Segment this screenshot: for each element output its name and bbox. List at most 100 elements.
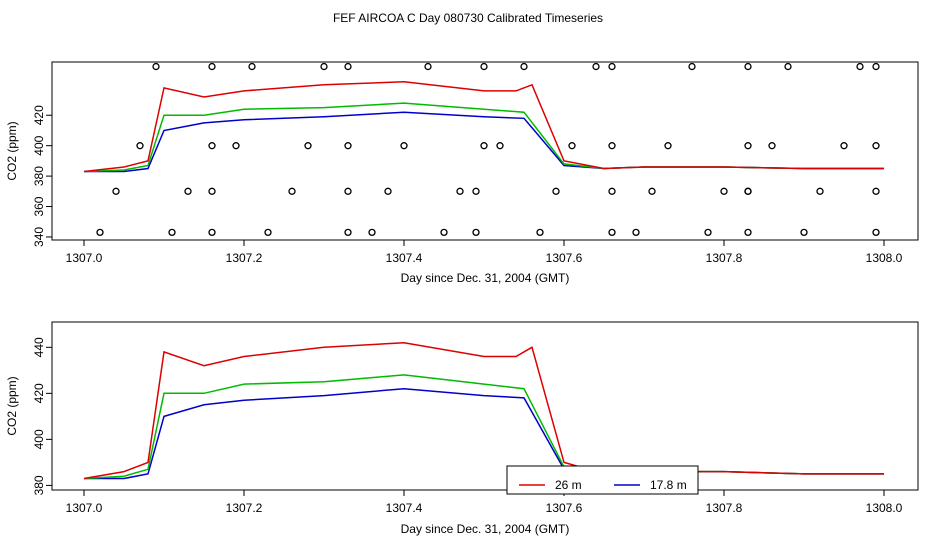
circle-marker — [424, 62, 432, 71]
y-tick-label: 360 — [32, 196, 46, 216]
x-tick-label: 1307.0 — [66, 251, 103, 265]
x-tick-label: 1307.6 — [546, 501, 583, 515]
circle-marker — [232, 142, 240, 150]
y-tick-label: 420 — [32, 105, 46, 125]
top-plot-frame — [51, 61, 919, 241]
circle-marker — [608, 62, 616, 71]
circle-marker — [184, 187, 192, 195]
circle-marker — [800, 228, 808, 237]
circle-marker — [872, 142, 880, 150]
x-tick-label: 1307.8 — [706, 251, 743, 265]
circle-marker — [152, 62, 160, 71]
y-tick-label: 400 — [32, 135, 46, 155]
circle-marker — [208, 142, 216, 150]
circle-marker — [856, 62, 864, 71]
circle-marker — [344, 187, 352, 195]
x-tick-label: 1308.0 — [866, 251, 903, 265]
x-tick-label: 1307.0 — [66, 501, 103, 515]
circle-marker — [568, 142, 576, 150]
y-tick-label: 420 — [32, 383, 46, 403]
circle-marker — [480, 142, 488, 150]
legend-box — [506, 465, 699, 495]
circle-marker — [368, 228, 376, 237]
circle-marker — [440, 228, 448, 237]
circle-marker — [168, 228, 176, 237]
circle-marker — [552, 187, 560, 195]
circle-marker — [608, 187, 616, 195]
circle-marker — [344, 142, 352, 150]
chart-title: FEF AIRCOA C Day 080730 Calibrated Times… — [333, 11, 603, 25]
bottom-panel: Day since Dec. 31, 2004 (GMT) CO2 (ppm) … — [5, 321, 919, 536]
circle-marker — [208, 187, 216, 195]
top-panel: Day since Dec. 31, 2004 (GMT) CO2 (ppm) … — [5, 61, 919, 285]
y-tick-label: 380 — [32, 475, 46, 495]
circle-marker — [744, 142, 752, 150]
circle-marker — [840, 142, 848, 150]
circle-marker — [136, 142, 144, 150]
circle-marker — [536, 228, 544, 237]
x-tick-label: 1307.2 — [226, 251, 263, 265]
series-line-6-5-m — [84, 387, 884, 480]
x-tick-label: 1307.4 — [386, 251, 423, 265]
circle-marker — [264, 228, 272, 237]
circle-marker — [872, 228, 880, 237]
circle-marker — [344, 62, 352, 71]
series-line-17-8-m — [83, 374, 884, 480]
circle-marker — [384, 187, 392, 195]
bottom-y-axis-label: CO2 (ppm) — [5, 376, 19, 435]
circle-marker — [248, 62, 256, 71]
x-tick-label: 1307.2 — [226, 501, 263, 515]
circle-marker — [872, 62, 880, 71]
circle-marker — [744, 62, 752, 71]
circle-marker — [720, 187, 728, 195]
circle-marker — [664, 142, 672, 150]
circle-marker — [456, 187, 464, 195]
circle-marker — [632, 228, 640, 237]
circle-marker — [472, 228, 480, 237]
series-line-6-5-m — [84, 111, 884, 173]
circle-marker — [608, 228, 616, 237]
circle-marker — [744, 228, 752, 237]
circle-marker — [320, 62, 328, 71]
series-line-26-m — [83, 341, 884, 480]
circle-marker — [344, 228, 352, 237]
top-y-axis-label: CO2 (ppm) — [5, 121, 19, 180]
x-tick-label: 1308.0 — [866, 501, 903, 515]
legend-label: 17.8 m — [650, 478, 687, 492]
circle-marker — [472, 187, 480, 195]
circle-marker — [480, 62, 488, 71]
x-tick-label: 1307.4 — [386, 501, 423, 515]
circle-marker — [744, 187, 752, 195]
circle-marker — [520, 62, 528, 71]
circle-marker — [496, 142, 504, 150]
x-tick-label: 1307.8 — [706, 501, 743, 515]
series-line-26-m — [83, 81, 884, 173]
circle-marker — [208, 228, 216, 237]
circle-marker — [304, 142, 312, 150]
y-tick-label: 440 — [32, 337, 46, 357]
circle-marker — [400, 142, 408, 150]
circle-marker — [768, 142, 776, 150]
circle-marker — [592, 62, 600, 71]
circle-marker — [96, 228, 104, 237]
y-tick-label: 380 — [32, 166, 46, 186]
circle-marker — [688, 62, 696, 71]
y-tick-label: 400 — [32, 429, 46, 449]
circle-marker — [112, 187, 120, 195]
circle-marker — [608, 142, 616, 150]
circle-marker — [816, 187, 824, 195]
circle-marker — [648, 187, 656, 195]
legend-label: 26 m — [555, 478, 582, 492]
bottom-x-axis-label: Day since Dec. 31, 2004 (GMT) — [401, 522, 570, 536]
circle-marker — [288, 187, 296, 195]
circle-marker — [784, 62, 792, 71]
y-tick-label: 340 — [32, 227, 46, 247]
x-tick-label: 1307.6 — [546, 251, 583, 265]
series-line-17-8-m — [83, 102, 884, 173]
circle-marker — [208, 62, 216, 71]
bottom-plot-frame — [51, 321, 919, 491]
circle-marker — [704, 228, 712, 237]
circle-marker — [872, 187, 880, 195]
top-x-axis-label: Day since Dec. 31, 2004 (GMT) — [401, 271, 570, 285]
